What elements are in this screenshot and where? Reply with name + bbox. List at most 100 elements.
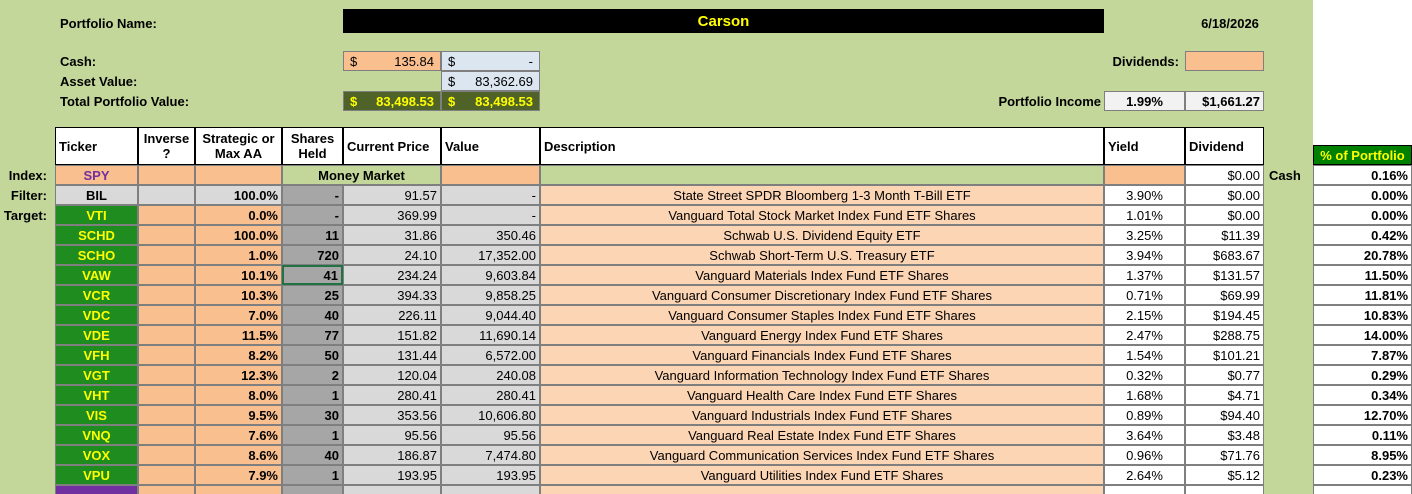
percent: 0.11% [1313,425,1412,445]
strategic-aa: 8.6% [195,445,282,465]
value: 193.95 [441,465,540,485]
shares: 50 [282,345,343,365]
ticker: VPU [55,465,138,485]
price: 131.44 [343,345,441,365]
money-market: Money Market [282,165,441,185]
cell [138,385,195,405]
price: 120.04 [343,365,441,385]
cell [138,465,195,485]
dividend: $0.00 [1185,205,1264,225]
price: 91.57 [343,185,441,205]
cell [138,305,195,325]
price: 186.87 [343,445,441,465]
description: Vanguard Consumer Staples Index Fund ETF… [540,305,1104,325]
amount: 135.84 [394,53,434,69]
cell [138,245,195,265]
column-header: Strategic or Max AA [195,127,282,165]
label: Portfolio Name: [60,15,157,31]
income-dividend: $1,661.27 [1185,91,1264,111]
column-header: Shares Held [282,127,343,165]
cell [138,285,195,305]
cell [138,225,195,245]
description: Vanguard Real Estate Index Fund ETF Shar… [540,425,1104,445]
percent: 0.42% [1313,225,1412,245]
value: 10,606.80 [441,405,540,425]
shares: - [282,205,343,225]
ticker: VIS [55,405,138,425]
ticker: SCHD [55,225,138,245]
yield: 0.89% [1104,405,1185,425]
ticker: VNQ [55,425,138,445]
ticker: VDE [55,325,138,345]
strategic-aa: 12.3% [195,365,282,385]
description: Vanguard Energy Index Fund ETF Shares [540,325,1104,345]
price: 151.82 [343,325,441,345]
ticker: VFH [55,345,138,365]
currency-symbol: $ [448,73,456,89]
description: Vanguard Total Stock Market Index Fund E… [540,205,1104,225]
percent: 0.00% [1313,205,1412,225]
description: Vanguard Health Care Index Fund ETF Shar… [540,385,1104,405]
percent: 0.29% [1313,365,1412,385]
currency-symbol: $ [350,53,358,69]
value: 6,572.00 [441,345,540,365]
description: Schwab Short-Term U.S. Treasury ETF [540,245,1104,265]
shares: 41 [282,265,343,285]
price: 31.86 [343,225,441,245]
yield: 0.71% [1104,285,1185,305]
percent: 11.50% [1313,265,1412,285]
description: Schwab U.S. Dividend Equity ETF [540,225,1104,245]
ticker: SCHO [55,245,138,265]
cell [138,185,195,205]
price: 394.33 [343,285,441,305]
strategic-aa: 100.0% [195,185,282,205]
price: 234.24 [343,265,441,285]
value: 9,858.25 [441,285,540,305]
strategic-aa: 8.2% [195,345,282,365]
yield: 2.64% [1104,465,1185,485]
dividend: $683.67 [1185,245,1264,265]
label: Cash: [60,53,97,69]
dividend: $11.39 [1185,225,1264,245]
shares: - [282,185,343,205]
value: 7,474.80 [441,445,540,465]
price: 226.11 [343,305,441,325]
amount: - [528,53,533,69]
value: 95.56 [441,425,540,445]
strategic-aa: 10.1% [195,265,282,285]
strategic-aa: 9.5% [195,405,282,425]
strategic-aa: 8.0% [195,385,282,405]
cell [138,425,195,445]
row-label: Target: [3,207,47,223]
column-header: Yield [1104,127,1185,165]
cell [1313,485,1412,494]
value: 11,690.14 [441,325,540,345]
dividend: $3.48 [1185,425,1264,445]
date: 6/18/2026 [1201,15,1259,31]
percent: 0.16% [1313,165,1412,185]
shares: 30 [282,405,343,425]
percent: 8.95% [1313,445,1412,465]
shares: 40 [282,305,343,325]
ticker: VCR [55,285,138,305]
cell [138,325,195,345]
description: State Street SPDR Bloomberg 1-3 Month T-… [540,185,1104,205]
cell [540,165,1104,185]
dividend: $288.75 [1185,325,1264,345]
strategic-aa: 7.6% [195,425,282,445]
total-cell: $83,498.53 [441,91,540,111]
ticker: VTI [55,205,138,225]
cash-cell: $135.84 [343,51,441,71]
asset-value-cell: $83,362.69 [441,71,540,91]
cell [138,265,195,285]
percent: 10.83% [1313,305,1412,325]
amount: 83,498.53 [376,93,434,109]
description: Vanguard Utilities Index Fund ETF Shares [540,465,1104,485]
ticker: VAW [55,265,138,285]
shares: 2 [282,365,343,385]
percent: 20.78% [1313,245,1412,265]
yield: 3.64% [1104,425,1185,445]
yield: 1.37% [1104,265,1185,285]
dividend: $5.12 [1185,465,1264,485]
cell [441,165,540,185]
